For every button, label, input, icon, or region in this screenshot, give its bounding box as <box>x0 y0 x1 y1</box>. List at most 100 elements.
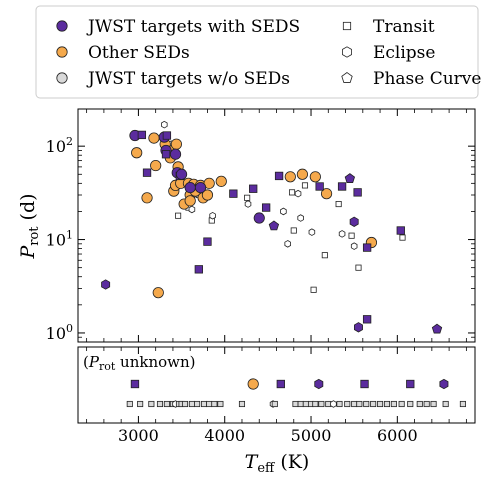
legend-label-3: Transit <box>373 17 435 37</box>
bottom-point-r2-4 <box>163 400 170 408</box>
bottom-point-r1-0 <box>247 378 259 390</box>
bottom-point-r2-39 <box>423 400 430 408</box>
bottom-point-r2-30 <box>356 400 363 408</box>
top-point-s1-25 <box>296 168 308 180</box>
bottom-point-r2-31 <box>363 400 370 408</box>
top-point-s2-2 <box>175 212 182 219</box>
legend: JWST targets with SEDS Other SEDs JWST tar… <box>35 5 481 99</box>
top-point-s2-11 <box>284 240 291 248</box>
x-tick-label: 5000 <box>291 426 332 445</box>
bottom-point-r2-0 <box>126 400 133 408</box>
top-point-s2-16 <box>301 182 309 189</box>
legend-hexagon-marker-4 <box>342 46 352 58</box>
top-point-s0-6 <box>161 150 171 159</box>
top-point-s2-13 <box>290 227 297 234</box>
bottom-point-r2-9 <box>181 400 189 408</box>
top-point-s1-21 <box>201 189 214 201</box>
bottom-point-r2-36 <box>398 400 405 408</box>
bottom-point-r2-23 <box>312 400 319 408</box>
legend-label-5: Phase Curve <box>373 69 481 89</box>
bottom-panel: (Prot unknown) 3000 4000 5000 6000 Teff (K) <box>77 346 476 476</box>
top-point-s0-25 <box>349 216 359 227</box>
top-point-s1-4 <box>152 287 164 299</box>
legend-square-marker-3 <box>342 21 352 31</box>
bottom-point-r2-24 <box>318 400 325 408</box>
top-point-s1-1 <box>141 192 153 204</box>
top-point-s0-29 <box>354 322 363 333</box>
legend-circle-marker-2 <box>56 72 68 84</box>
top-point-s1-23 <box>215 175 227 187</box>
top-point-s0-11 <box>184 182 196 194</box>
legend-circle-marker-0 <box>56 20 68 32</box>
top-point-s0-15 <box>229 189 238 198</box>
x-tick-label: 3000 <box>118 426 159 445</box>
legend-label-2: JWST targets w/o SEDs <box>86 69 290 89</box>
bottom-point-r2-3 <box>156 400 164 408</box>
top-point-s0-18 <box>261 203 271 212</box>
top-point-s2-10 <box>280 207 287 216</box>
legend-frame <box>35 5 479 99</box>
top-point-s0-24 <box>353 188 362 197</box>
bottom-point-r0-0 <box>130 379 140 389</box>
top-point-s1-2 <box>148 132 160 144</box>
top-point-s0-31 <box>431 323 443 334</box>
top-point-s1-16 <box>184 195 196 207</box>
bottom-point-r2-37 <box>407 400 414 408</box>
bottom-point-r2-34 <box>383 400 391 408</box>
top-point-s2-18 <box>310 286 317 293</box>
top-point-s2-12 <box>288 189 296 196</box>
bottom-point-r2-38 <box>416 400 423 408</box>
top-point-s0-4 <box>162 131 172 140</box>
y-tick-label: 102 <box>46 135 73 156</box>
bottom-point-r2-20 <box>297 400 304 408</box>
top-panel: 100 101 102 Prot (d) <box>17 108 476 343</box>
top-point-s2-23 <box>350 242 358 250</box>
bottom-point-r2-2 <box>148 400 155 408</box>
top-point-s0-28 <box>101 279 111 290</box>
top-point-s0-27 <box>396 226 405 235</box>
top-point-s0-14 <box>194 265 203 274</box>
top-point-s0-13 <box>203 237 212 246</box>
bottom-point-r2-15 <box>217 400 224 408</box>
bottom-point-r2-14 <box>211 400 218 408</box>
bottom-point-r2-26 <box>330 400 337 408</box>
top-point-s0-22 <box>337 182 347 191</box>
y-axis-label: Prot (d) <box>17 193 42 259</box>
top-point-s1-27 <box>320 188 333 200</box>
y-tick-label: 100 <box>46 322 73 343</box>
bottom-point-r0-3 <box>360 379 369 389</box>
x-axis-label: Teff (K) <box>245 451 310 476</box>
legend-label-4: Eclipse <box>373 43 435 63</box>
top-point-s2-25 <box>399 234 406 241</box>
top-point-s2-24 <box>355 264 362 271</box>
y-tick-label: 101 <box>46 229 73 250</box>
top-point-s1-10 <box>170 138 182 150</box>
bottom-point-r0-1 <box>276 379 285 389</box>
bottom-point-r0-2 <box>314 378 324 390</box>
legend-label-1: Other SEDs <box>88 43 190 63</box>
legend-circle-marker-1 <box>56 46 68 58</box>
top-point-s2-19 <box>321 252 328 259</box>
bottom-point-r0-4 <box>406 379 415 389</box>
top-point-s1-24 <box>284 171 296 183</box>
top-point-s0-10 <box>175 168 188 180</box>
top-point-s1-0 <box>131 147 143 159</box>
bottom-point-r2-41 <box>442 400 449 408</box>
top-point-s0-20 <box>274 171 284 181</box>
top-point-s0-12 <box>194 182 207 194</box>
bottom-point-r2-12 <box>200 400 208 408</box>
top-point-s2-7 <box>209 211 216 220</box>
bottom-point-r2-40 <box>430 400 437 408</box>
bottom-point-r2-13 <box>206 400 213 408</box>
bottom-point-r2-16 <box>238 400 246 408</box>
top-point-s2-8 <box>244 194 251 201</box>
top-point-s2-0 <box>161 120 168 129</box>
top-point-s2-21 <box>338 230 346 238</box>
top-point-s2-17 <box>308 228 316 236</box>
top-point-s0-23 <box>344 173 356 183</box>
top-point-s0-7 <box>169 148 182 160</box>
top-point-s0-16 <box>249 184 258 193</box>
top-point-s0-21 <box>315 182 324 191</box>
bottom-point-r2-11 <box>194 400 201 408</box>
top-point-s2-4 <box>188 205 196 214</box>
